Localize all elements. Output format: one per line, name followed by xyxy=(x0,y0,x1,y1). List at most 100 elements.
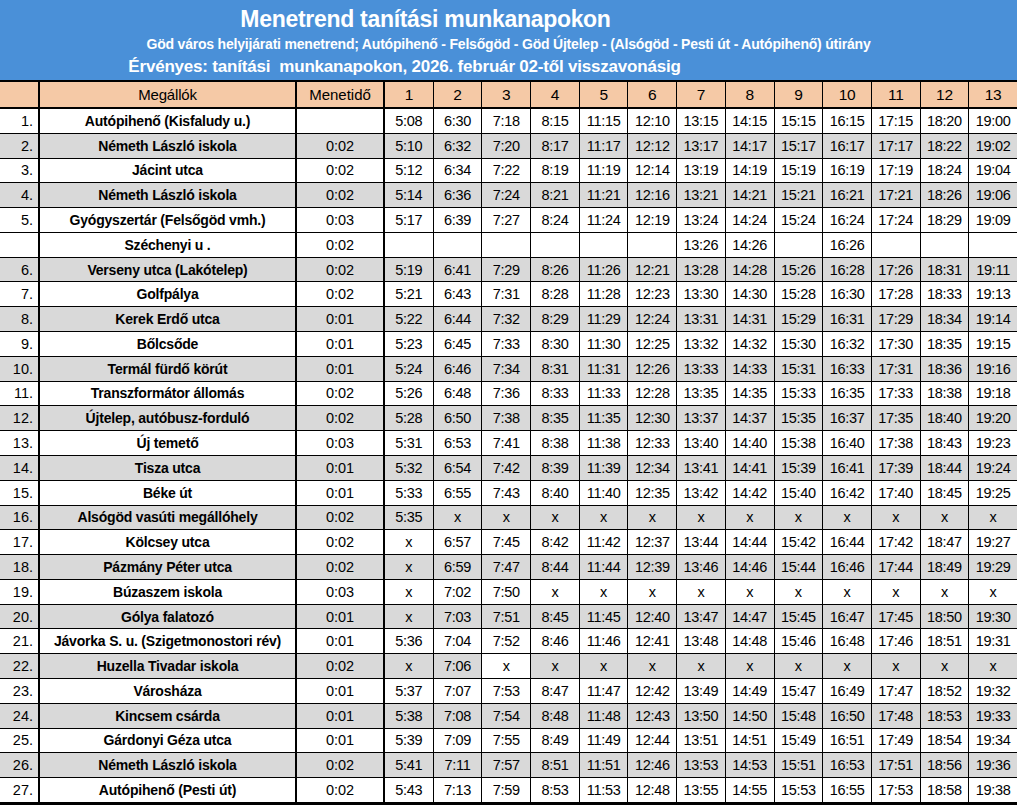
row-number-cell: 5. xyxy=(0,208,38,232)
stop-name-cell: Búzaszem iskola xyxy=(38,580,295,604)
departure-time-cell: 14:33 xyxy=(725,357,774,381)
departure-time-cell: 5:21 xyxy=(383,282,433,306)
departure-time-cell: 5:37 xyxy=(383,679,433,703)
departure-time-cell: 8:48 xyxy=(530,704,579,728)
stop-name-cell: Új temető xyxy=(38,431,295,455)
table-row: 21.Jávorka S. u. (Szigetmonostori rév)0:… xyxy=(0,628,1017,653)
departure-time-cell: 11:24 xyxy=(579,208,628,232)
stop-name-cell: Gólya falatozó xyxy=(38,605,295,629)
departure-column-header: 6 xyxy=(627,82,676,107)
row-number-cell: 12. xyxy=(0,406,38,430)
departure-time-cell: 8:30 xyxy=(530,332,579,356)
departure-time-cell: 13:44 xyxy=(676,530,725,554)
departure-time-cell: 7:20 xyxy=(481,134,530,158)
departure-time-cell: 19:32 xyxy=(968,679,1017,703)
departure-time-cell: 15:44 xyxy=(774,555,823,579)
departure-time-cell: 11:29 xyxy=(579,307,628,331)
departure-time-cell: 14:40 xyxy=(725,431,774,455)
departure-time-cell: 18:52 xyxy=(920,679,969,703)
departure-time-cell: 13:47 xyxy=(676,605,725,629)
departure-time-cell: 13:21 xyxy=(676,183,725,207)
stop-name-cell: Gyógyszertár (Felsőgöd vmh.) xyxy=(38,208,295,232)
departure-time-cell: 12:40 xyxy=(627,605,676,629)
departure-time-cell: 13:31 xyxy=(676,307,725,331)
table-row: 24.Kincsem csárda0:015:387:087:548:4811:… xyxy=(0,703,1017,728)
departure-time-cell: 13:28 xyxy=(676,258,725,282)
departure-time-cell: 5:41 xyxy=(383,753,433,777)
departure-time-cell: 17:44 xyxy=(871,555,920,579)
departure-time-cell: 15:24 xyxy=(774,208,823,232)
departure-time-cell: 13:35 xyxy=(676,382,725,406)
departure-time-cell: x xyxy=(871,580,920,604)
departure-time-cell: 19:25 xyxy=(968,481,1017,505)
row-number-cell: 8. xyxy=(0,307,38,331)
departure-time-cell: 15:39 xyxy=(774,456,823,480)
travel-time-cell: 0:02 xyxy=(295,506,383,530)
departure-time-cell: 15:33 xyxy=(774,382,823,406)
departure-time-cell: 7:24 xyxy=(481,183,530,207)
departure-time-cell: 8:38 xyxy=(530,431,579,455)
departure-time-cell: 13:30 xyxy=(676,282,725,306)
departure-time-cell: 17:17 xyxy=(871,134,920,158)
departure-time-cell: 17:40 xyxy=(871,481,920,505)
departure-time-cell: 14:42 xyxy=(725,481,774,505)
departure-time-cell: 17:15 xyxy=(871,109,920,133)
departure-time-cell: 12:33 xyxy=(627,431,676,455)
departure-time-cell: 11:51 xyxy=(579,753,628,777)
departure-time-cell: 18:26 xyxy=(920,183,969,207)
departure-time-cell: 14:15 xyxy=(725,109,774,133)
departure-time-cell: x xyxy=(383,580,433,604)
departure-time-cell: 12:28 xyxy=(627,382,676,406)
travel-time-cell: 0:02 xyxy=(295,406,383,430)
departure-time-cell: 8:42 xyxy=(530,530,579,554)
row-number-cell: 24. xyxy=(0,704,38,728)
travel-time-cell: 0:02 xyxy=(295,778,383,802)
departure-time-cell xyxy=(481,233,530,257)
departure-time-cell: 19:18 xyxy=(968,382,1017,406)
row-number-cell: 27. xyxy=(0,778,38,802)
departure-time-cell: 7:09 xyxy=(433,729,482,753)
departure-time-cell: x xyxy=(627,654,676,678)
departure-time-cell: 8:31 xyxy=(530,357,579,381)
departure-time-cell: x xyxy=(481,506,530,530)
departure-time-cell: 5:12 xyxy=(383,159,433,183)
departure-time-cell: 8:26 xyxy=(530,258,579,282)
departure-time-cell: 7:11 xyxy=(433,753,482,777)
table-row: 19.Búzaszem iskola0:03x7:027:50xxxxxxxxx… xyxy=(0,579,1017,604)
row-number-cell xyxy=(0,233,38,257)
departure-time-cell: x xyxy=(774,506,823,530)
departure-time-cell: x xyxy=(579,506,628,530)
table-row: 27.Autópihenő (Pesti út)0:025:437:137:59… xyxy=(0,777,1017,802)
travel-time-cell: 0:03 xyxy=(295,431,383,455)
row-number-cell: 7. xyxy=(0,282,38,306)
row-number-cell: 20. xyxy=(0,605,38,629)
departure-time-cell: 17:35 xyxy=(871,406,920,430)
departure-time-cell: 13:24 xyxy=(676,208,725,232)
departure-time-cell: 12:25 xyxy=(627,332,676,356)
travel-time-cell: 0:01 xyxy=(295,456,383,480)
departure-time-cell: 13:41 xyxy=(676,456,725,480)
table-row: 18.Pázmány Péter utca0:02x6:597:478:4411… xyxy=(0,554,1017,579)
departure-time-cell: x xyxy=(530,506,579,530)
departure-time-cell: 5:22 xyxy=(383,307,433,331)
departure-time-cell: 8:29 xyxy=(530,307,579,331)
departure-time-cell: 11:45 xyxy=(579,605,628,629)
departure-time-cell: 5:38 xyxy=(383,704,433,728)
departure-time-cell: 18:38 xyxy=(920,382,969,406)
departure-time-cell xyxy=(920,233,969,257)
stop-name-cell: Tisza utca xyxy=(38,456,295,480)
stop-name-cell: Alsógöd vasúti megállóhely xyxy=(38,506,295,530)
departure-time-cell xyxy=(383,233,433,257)
departure-time-cell: 18:58 xyxy=(920,778,969,802)
departure-time-cell: 17:46 xyxy=(871,629,920,653)
stop-name-cell: Bőlcsőde xyxy=(38,332,295,356)
table-row: 22.Huzella Tivadar iskola0:02x7:06xxxxxx… xyxy=(0,653,1017,678)
departure-column-header: 12 xyxy=(920,82,969,107)
departure-time-cell: 12:23 xyxy=(627,282,676,306)
row-number-cell: 13. xyxy=(0,431,38,455)
departure-time-cell: 16:35 xyxy=(822,382,871,406)
departure-time-cell: 8:51 xyxy=(530,753,579,777)
departure-time-cell: 11:30 xyxy=(579,332,628,356)
departure-time-cell: 18:34 xyxy=(920,307,969,331)
departure-time-cell: 15:35 xyxy=(774,406,823,430)
